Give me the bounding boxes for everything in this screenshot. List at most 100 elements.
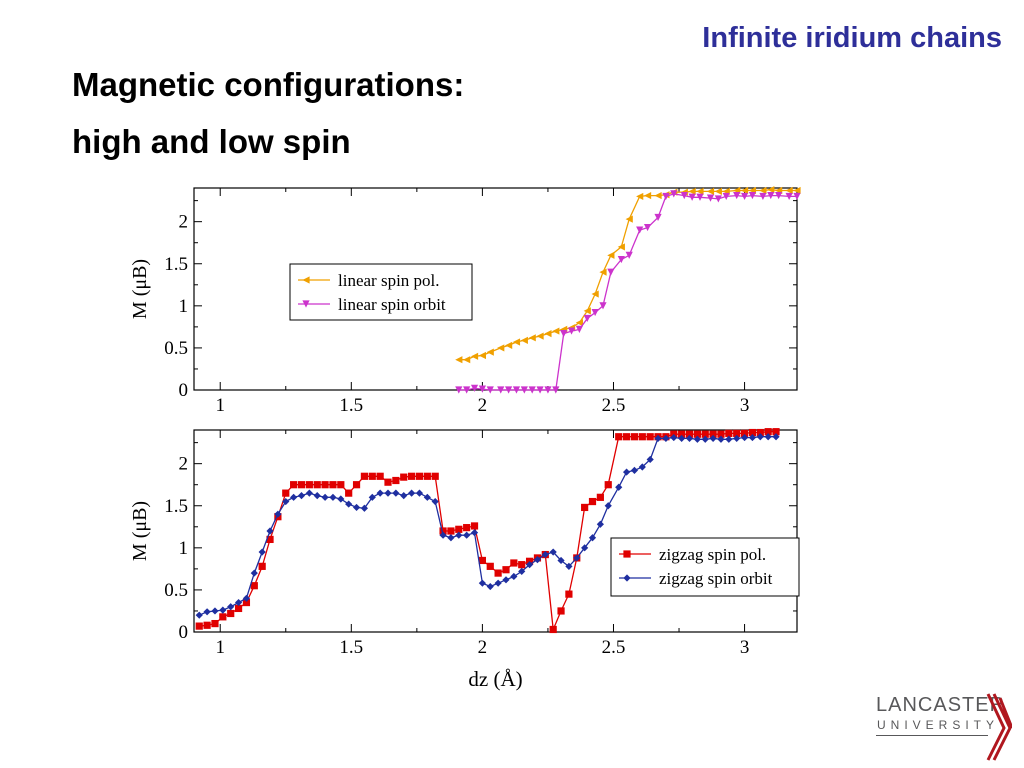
data-point: [722, 192, 730, 201]
data-point: [512, 386, 521, 394]
x-tick-label: 1.5: [339, 637, 363, 658]
data-point: [670, 433, 678, 442]
data-point: [756, 433, 764, 441]
data-point: [565, 562, 573, 570]
data-point: [717, 430, 725, 438]
data-point: [772, 433, 780, 441]
data-point: [518, 567, 526, 575]
data-point: [512, 338, 521, 346]
data-point: [696, 193, 704, 201]
data-point: [258, 548, 266, 556]
data-point: [384, 478, 392, 486]
data-point: [408, 472, 416, 480]
data-point: [250, 569, 258, 577]
data-point: [352, 481, 361, 489]
data-point: [313, 481, 321, 489]
data-point: [447, 534, 455, 542]
data-point: [400, 473, 408, 481]
data-point: [604, 502, 612, 510]
legend-marker: [623, 550, 631, 558]
data-point: [662, 434, 670, 443]
data-point: [431, 497, 439, 506]
data-point: [528, 386, 536, 394]
legend-marker: [302, 300, 310, 308]
data-point: [290, 481, 298, 489]
y-tick-label: 0: [179, 380, 189, 401]
data-point: [520, 336, 528, 344]
data-point: [242, 594, 251, 602]
data-point: [439, 527, 447, 535]
data-point: [431, 472, 439, 480]
data-point: [447, 527, 455, 535]
data-point: [588, 534, 597, 542]
data-point: [740, 186, 749, 195]
data-point: [607, 268, 615, 276]
y-tick-label: 1: [179, 296, 189, 317]
data-point: [636, 226, 644, 234]
data-point: [345, 500, 353, 508]
data-point: [502, 576, 510, 584]
data-point: [195, 611, 203, 619]
data-point: [486, 348, 494, 356]
data-point: [470, 522, 479, 530]
data-point: [463, 524, 471, 532]
data-point: [525, 561, 534, 569]
y-axis-label: M (μB): [129, 259, 151, 319]
data-point: [219, 613, 227, 621]
data-point: [701, 430, 709, 438]
data-point: [581, 544, 589, 552]
data-point: [423, 493, 431, 501]
data-point: [733, 429, 741, 437]
data-point: [643, 223, 652, 232]
data-point: [714, 195, 722, 203]
data-point: [565, 590, 573, 598]
data-point: [552, 327, 560, 335]
data-point: [360, 504, 369, 512]
data-point: [415, 472, 424, 480]
data-point: [400, 492, 408, 500]
data-point: [785, 186, 793, 195]
data-point: [505, 341, 513, 349]
data-point: [392, 489, 400, 497]
chart-panel-1: 1 1.5 2 2.5 3 0 0.5 1 1.5 2 M (μB) linear spin pol.…: [129, 186, 801, 416]
y-tick-label: 0.5: [164, 580, 188, 601]
data-point: [638, 433, 646, 441]
data-point: [455, 386, 463, 394]
data-point: [368, 472, 376, 480]
data-point: [685, 434, 694, 443]
data-point: [573, 554, 581, 562]
slide-title: Infinite iridium chains: [702, 22, 1002, 54]
lancaster-university-logo: LANCASTER UNIVERSITY: [872, 688, 1012, 762]
data-point: [234, 604, 243, 613]
data-point: [581, 503, 589, 512]
logo-name: LANCASTER: [876, 694, 1006, 716]
x-tick-label: 3: [740, 395, 750, 416]
data-point: [625, 251, 633, 259]
data-point: [494, 579, 502, 587]
data-point: [588, 497, 597, 506]
data-point: [549, 548, 557, 556]
data-point: [615, 433, 623, 441]
data-point: [290, 493, 298, 501]
data-point: [415, 489, 424, 497]
lancaster-chevron-mark-icon: [986, 693, 1012, 761]
data-point: [470, 529, 479, 537]
data-point: [533, 556, 542, 564]
data-point: [203, 608, 211, 616]
data-point: [486, 386, 494, 394]
data-point: [646, 455, 654, 464]
data-point: [384, 489, 392, 497]
legend-entry: linear spin pol.: [338, 271, 440, 290]
data-point: [455, 356, 463, 364]
data-point: [756, 428, 764, 437]
data-point: [211, 607, 219, 615]
data-point: [636, 192, 644, 201]
data-point: [622, 468, 631, 476]
y-tick-label: 0.5: [164, 338, 188, 359]
data-point: [599, 268, 607, 276]
data-point: [478, 579, 486, 587]
data-point: [575, 325, 583, 333]
data-point: [688, 187, 696, 195]
data-point: [470, 352, 479, 360]
